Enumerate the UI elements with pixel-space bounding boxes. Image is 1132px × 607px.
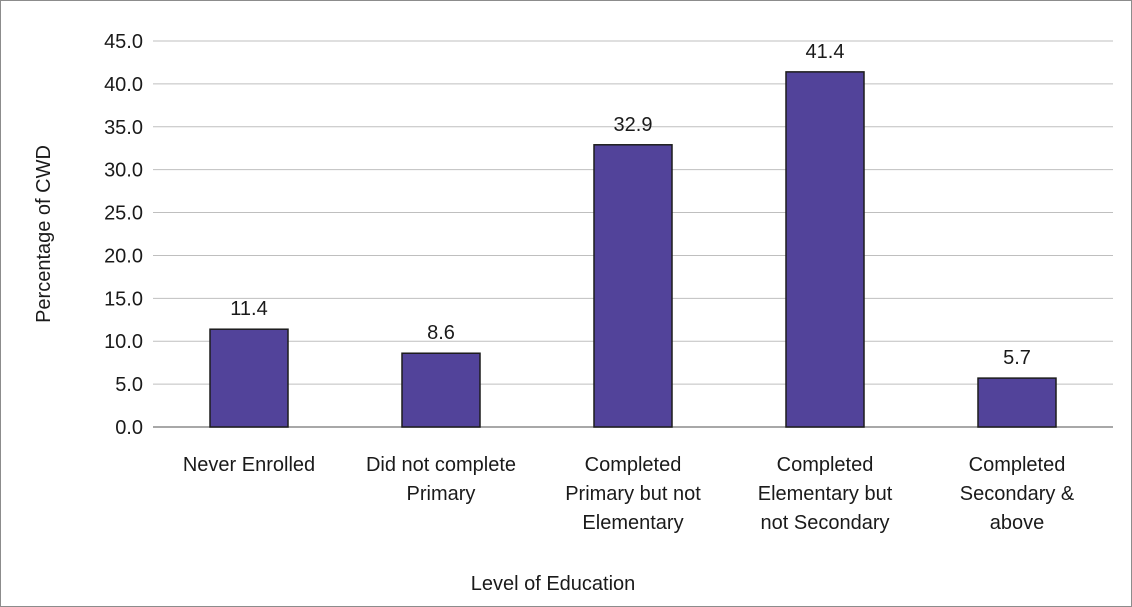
- x-axis-categories: Never Enrolled Did not complete Primary Com…: [183, 454, 1075, 534]
- x-category-label: Completed: [969, 454, 1066, 476]
- bar: [785, 71, 865, 428]
- data-label: 11.4: [230, 298, 267, 320]
- y-tick-label: 20.0: [104, 245, 143, 267]
- y-tick-label: 30.0: [104, 160, 143, 182]
- data-label: 32.9: [614, 114, 653, 136]
- x-axis-title: Level of Education: [471, 573, 636, 595]
- y-tick-label: 0.0: [115, 417, 143, 439]
- x-category-label: Primary: [407, 483, 476, 505]
- x-category-label: not Secondary: [761, 512, 890, 534]
- bar: [209, 328, 289, 428]
- bars: [209, 71, 1057, 428]
- bar: [593, 144, 673, 428]
- bar: [401, 352, 481, 428]
- data-label: 41.4: [806, 41, 845, 63]
- bar: [977, 377, 1057, 428]
- x-category-label: Secondary &: [960, 483, 1075, 505]
- data-label: 8.6: [427, 322, 455, 344]
- data-labels: 11.4 8.6 32.9 41.4 5.7: [230, 41, 1031, 369]
- x-category-label: Never Enrolled: [183, 454, 315, 476]
- y-axis-title: Percentage of CWD: [33, 145, 55, 323]
- y-tick-label: 45.0: [104, 31, 143, 53]
- y-tick-label: 35.0: [104, 117, 143, 139]
- x-category-label: Primary but not: [565, 483, 701, 505]
- y-axis-ticks: 0.0 5.0 10.0 15.0 20.0 25.0 30.0 35.0 40.0 45.0: [104, 31, 143, 439]
- y-tick-label: 40.0: [104, 74, 143, 96]
- x-category-label: Did not complete: [366, 454, 516, 476]
- y-tick-label: 5.0: [115, 374, 143, 396]
- data-label: 5.7: [1003, 347, 1031, 369]
- y-tick-label: 15.0: [104, 288, 143, 310]
- x-category-label: Completed: [777, 454, 874, 476]
- x-category-label: above: [990, 512, 1045, 534]
- x-category-label: Elementary but: [758, 483, 893, 505]
- x-category-label: Elementary: [582, 512, 683, 534]
- x-category-label: Completed: [585, 454, 682, 476]
- y-tick-label: 10.0: [104, 331, 143, 353]
- y-tick-label: 25.0: [104, 203, 143, 225]
